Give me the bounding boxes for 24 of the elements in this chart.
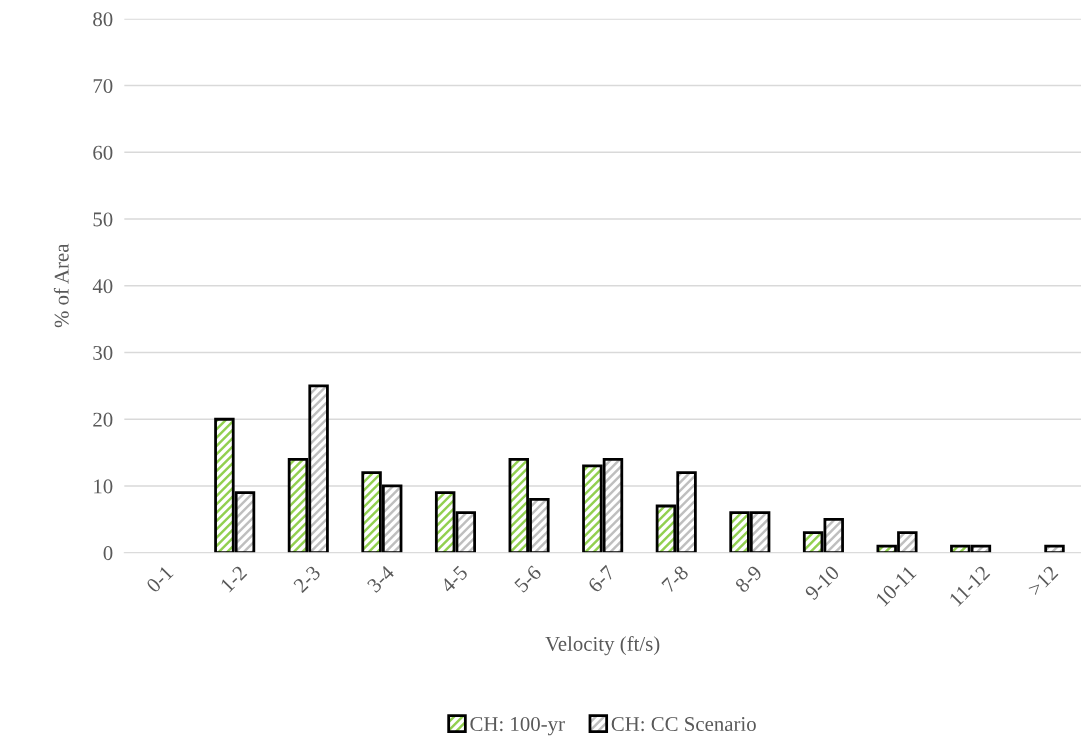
- x-tick-label: 0-1: [145, 565, 174, 594]
- x-tick-label: 1-2: [219, 565, 248, 593]
- x-tick-label: 2-3: [292, 564, 322, 594]
- y-tick-label: 30: [93, 345, 113, 360]
- x-tick-label: 6-7: [587, 564, 616, 594]
- y-tick-label: 40: [92, 279, 113, 294]
- x-tick-label: 7-8: [661, 564, 690, 593]
- y-tick-label: 50: [93, 212, 113, 227]
- y-tick-label: 70: [93, 78, 113, 93]
- y-axis-title: % of Area: [53, 243, 69, 328]
- x-axis-title: Velocity (ft/s): [545, 636, 660, 656]
- legend-label: CH: CC Scenario: [611, 717, 756, 732]
- y-tick-label: 80: [93, 12, 113, 27]
- y-tick-label: 20: [93, 412, 113, 427]
- x-tick-label: 5-6: [513, 564, 543, 593]
- y-tick-label: 0: [103, 546, 113, 561]
- x-tick-label: 4-5: [439, 564, 469, 594]
- x-tick-label: 9-10: [804, 564, 841, 601]
- y-tick-label: 10: [94, 479, 113, 494]
- legend-label: CH: 100-yr: [470, 716, 565, 736]
- y-tick-label: 60: [93, 145, 113, 160]
- x-tick-label: >12: [1027, 565, 1059, 597]
- x-tick-label: 8-9: [734, 564, 763, 594]
- x-tick-label: 3-4: [366, 564, 396, 594]
